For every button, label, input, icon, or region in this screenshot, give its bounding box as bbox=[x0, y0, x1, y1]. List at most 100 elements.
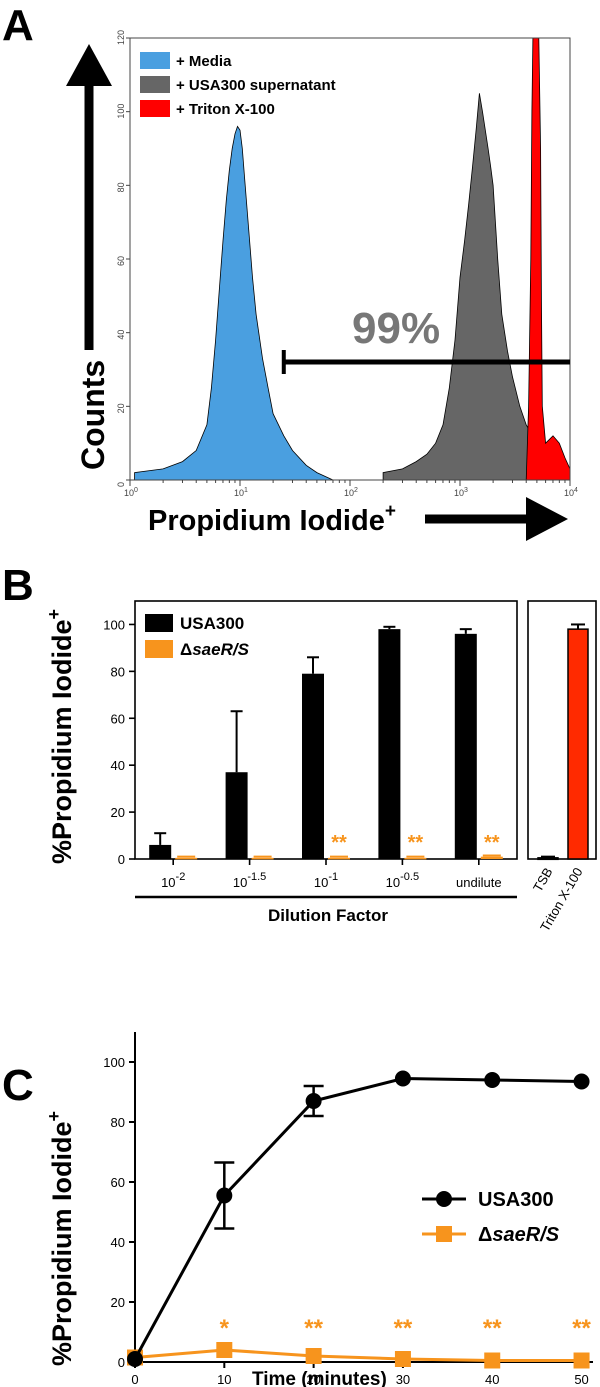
a-legend-label: + Triton X-100 bbox=[176, 101, 275, 118]
data-point bbox=[305, 1093, 322, 1109]
a-xtick-label: 103 bbox=[454, 487, 468, 498]
panel-letter-c: C bbox=[2, 1061, 34, 1110]
c-legend-marker bbox=[436, 1191, 452, 1207]
counts-arrow-head bbox=[66, 44, 112, 86]
panel-b-legend: USA300 ΔsaeR/S bbox=[145, 614, 250, 659]
data-point bbox=[216, 1187, 233, 1204]
data-point bbox=[573, 1073, 590, 1090]
histogram-series-3 bbox=[525, 37, 571, 481]
panel-a-legend: + Media + USA300 supernatant + Triton X-10… bbox=[140, 52, 336, 118]
panel-b-xlabel: Dilution Factor bbox=[268, 906, 388, 925]
a-xtick-label: 101 bbox=[234, 487, 248, 498]
panel-c-ylabel: %Propidium Iodide+ bbox=[44, 1111, 77, 1366]
data-point bbox=[305, 1348, 322, 1364]
a-ytick-label: 20 bbox=[116, 403, 126, 413]
data-point bbox=[484, 1352, 501, 1369]
significance-marker: ** bbox=[394, 1315, 413, 1342]
panel-b-bar-chart: ** ** ** 0 20 40 60 80 100 10-2 10-1.5 10-1 10-0.5… bbox=[44, 600, 597, 934]
a-legend-swatch bbox=[140, 100, 170, 117]
panel-a-xlabel-sup: + bbox=[385, 501, 396, 522]
b-ytick-label: 100 bbox=[103, 617, 125, 632]
c-ytick-label: 80 bbox=[111, 1115, 125, 1130]
b-ytick-label: 60 bbox=[111, 711, 125, 726]
pi-arrow-head bbox=[526, 497, 568, 541]
c-xtick-label: 50 bbox=[574, 1372, 588, 1387]
significance-marker: ** bbox=[408, 832, 424, 854]
bar bbox=[302, 673, 324, 859]
control-bar bbox=[567, 628, 589, 860]
a-ytick-label: 80 bbox=[116, 182, 126, 192]
panel-letter-b: B bbox=[2, 561, 34, 610]
data-point bbox=[394, 1070, 411, 1087]
b-xtick-label: 10-0.5 bbox=[386, 871, 419, 890]
panel-letter-a: A bbox=[2, 1, 34, 50]
bar bbox=[149, 844, 172, 859]
b-ytick-label: 80 bbox=[111, 664, 125, 679]
c-ytick-label: 20 bbox=[111, 1295, 125, 1310]
panel-c-ylabel-sup: + bbox=[44, 1111, 64, 1122]
b-xtick-label: undilute bbox=[456, 875, 502, 890]
c-ytick-label: 40 bbox=[111, 1235, 125, 1250]
data-point bbox=[573, 1352, 590, 1369]
panel-b-ylabel: %Propidium Iodide+ bbox=[44, 609, 77, 864]
c-ytick-label: 100 bbox=[103, 1055, 125, 1070]
significance-marker: ** bbox=[304, 1315, 323, 1342]
b-xtick-label: 10-1.5 bbox=[233, 871, 266, 890]
significance-marker: ** bbox=[483, 1315, 502, 1342]
a-ytick-label: 0 bbox=[116, 482, 126, 487]
b-legend-swatch bbox=[145, 640, 173, 658]
c-legend-marker bbox=[436, 1226, 452, 1242]
c-xtick-label: 40 bbox=[485, 1372, 499, 1387]
panel-b-ylabel-sup: + bbox=[44, 609, 64, 620]
c-xtick-label: 20 bbox=[306, 1372, 320, 1387]
significance-marker: * bbox=[220, 1315, 230, 1342]
bar bbox=[404, 857, 427, 860]
a-legend-swatch bbox=[140, 52, 170, 69]
bar bbox=[328, 857, 350, 860]
c-xtick-label: 30 bbox=[396, 1372, 410, 1387]
panel-c-legend: USA300 ΔsaeR/S bbox=[422, 1189, 560, 1246]
panel-a-xlabel: Propidium Iodide+ bbox=[148, 501, 396, 537]
bar bbox=[251, 857, 274, 860]
b-legend-label: USA300 bbox=[180, 614, 244, 633]
a-legend-label: + Media bbox=[176, 53, 232, 70]
a-ytick-label: 100 bbox=[116, 104, 126, 119]
bar bbox=[175, 857, 198, 860]
b-ytick-label: 0 bbox=[118, 852, 125, 867]
histogram-series-1 bbox=[134, 125, 334, 481]
bar bbox=[378, 629, 401, 859]
significance-marker: ** bbox=[484, 832, 500, 854]
line-series bbox=[133, 1076, 582, 1360]
data-point bbox=[127, 1351, 143, 1367]
b-xtick-label: 10-2 bbox=[161, 871, 185, 890]
b-xtick-label: 10-1 bbox=[314, 871, 338, 890]
a-ytick-label: 60 bbox=[116, 256, 126, 266]
panel-a-ylabel: Counts bbox=[75, 360, 111, 470]
a-xtick-label: 104 bbox=[564, 487, 578, 498]
a-xtick-label: 100 bbox=[124, 487, 138, 498]
b-ytick-label: 40 bbox=[111, 758, 125, 773]
c-xtick-label: 0 bbox=[131, 1372, 138, 1387]
a-ytick-label: 120 bbox=[116, 30, 126, 45]
control-tick-label: TSB bbox=[530, 865, 556, 894]
control-bar bbox=[537, 857, 559, 861]
panel-c-xlabel: Time (minutes) bbox=[252, 1369, 387, 1387]
b-ytick-label: 20 bbox=[111, 805, 125, 820]
c-ytick-label: 60 bbox=[111, 1175, 125, 1190]
data-point bbox=[484, 1072, 501, 1088]
panel-b-controls-frame bbox=[527, 600, 597, 860]
b-legend-swatch bbox=[145, 614, 173, 632]
significance-marker: ** bbox=[331, 832, 347, 854]
b-legend-label: ΔsaeR/S bbox=[180, 640, 250, 659]
a-legend-label: + USA300 supernatant bbox=[176, 77, 336, 94]
a-ytick-label: 40 bbox=[116, 330, 126, 340]
c-ytick-label: 0 bbox=[118, 1355, 125, 1370]
a-legend-swatch bbox=[140, 76, 170, 93]
bar bbox=[480, 856, 503, 859]
bar bbox=[225, 772, 248, 859]
c-legend-label: USA300 bbox=[478, 1189, 554, 1211]
c-xtick-label: 10 bbox=[217, 1372, 231, 1387]
line-series bbox=[134, 1348, 582, 1362]
